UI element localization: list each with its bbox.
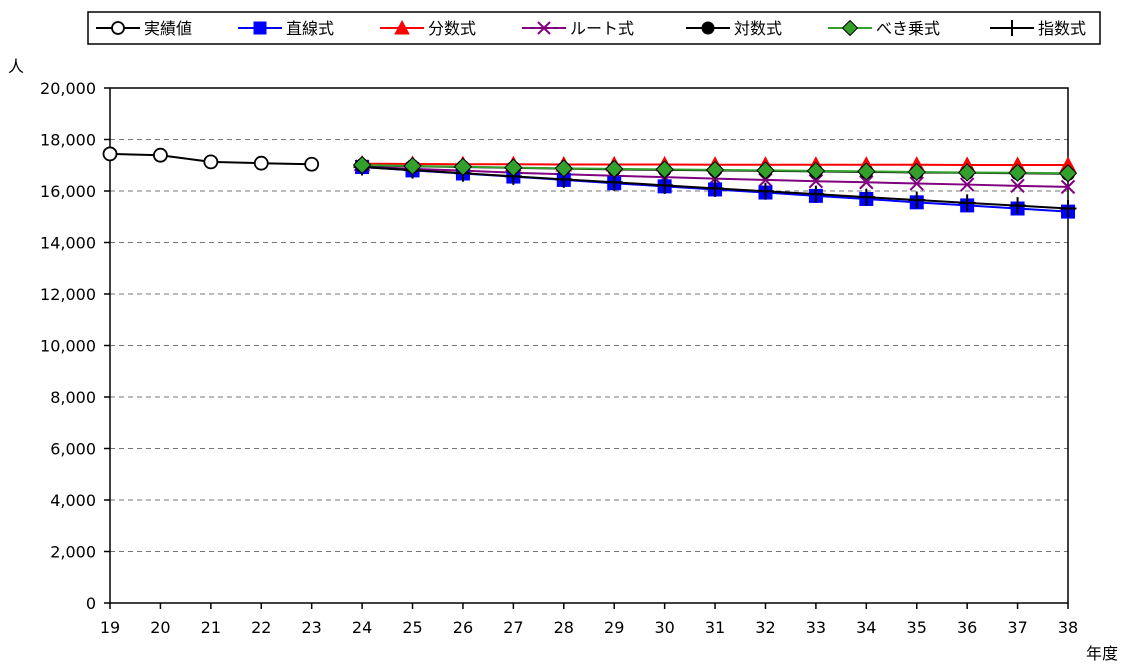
data-point bbox=[756, 161, 775, 180]
y-tick-label: 6,000 bbox=[50, 440, 96, 459]
x-tick-label: 26 bbox=[453, 618, 473, 637]
data-point bbox=[957, 163, 977, 182]
y-axis-unit: 人 bbox=[8, 57, 24, 76]
legend-marker bbox=[253, 21, 267, 35]
data-point bbox=[909, 176, 924, 191]
y-tick-label: 14,000 bbox=[40, 234, 96, 253]
x-tick-label: 28 bbox=[554, 618, 574, 637]
data-point bbox=[1010, 178, 1025, 194]
legend-marker bbox=[111, 21, 125, 35]
legend-marker bbox=[841, 19, 859, 37]
x-tick-label: 33 bbox=[806, 618, 826, 637]
series-0 bbox=[102, 146, 320, 172]
data-point bbox=[253, 155, 269, 171]
x-tick-label: 38 bbox=[1058, 618, 1078, 637]
data-point bbox=[554, 159, 573, 178]
data-point bbox=[857, 188, 875, 206]
x-tick-label: 25 bbox=[402, 618, 422, 637]
data-point bbox=[656, 176, 674, 194]
x-tick-label: 30 bbox=[654, 618, 674, 637]
data-point bbox=[605, 159, 624, 179]
x-tick-label: 29 bbox=[604, 618, 624, 637]
legend-label: 分数式 bbox=[428, 19, 476, 38]
data-point bbox=[304, 156, 320, 172]
legend-label: 実績値 bbox=[144, 19, 192, 38]
x-tick-label: 34 bbox=[856, 618, 876, 637]
data-point bbox=[403, 156, 422, 176]
y-tick-label: 12,000 bbox=[40, 285, 96, 304]
x-tick-label: 22 bbox=[251, 618, 271, 637]
legend-label: べき乗式 bbox=[876, 19, 940, 38]
legend-marker bbox=[1004, 20, 1020, 36]
legend-marker bbox=[537, 21, 551, 35]
legend-marker bbox=[394, 19, 410, 35]
data-point bbox=[1008, 163, 1027, 182]
y-tick-label: 20,000 bbox=[40, 79, 96, 98]
x-tick-label: 24 bbox=[352, 618, 372, 637]
series-5 bbox=[352, 155, 1078, 183]
legend-item-2: 分数式 bbox=[380, 19, 476, 38]
legend: 実績値 直線式 分数式 ルート式 対数式 べき乗式 指数式 bbox=[96, 19, 1086, 38]
x-tick-label: 36 bbox=[957, 618, 977, 637]
data-point bbox=[807, 185, 825, 203]
x-tick-label: 21 bbox=[201, 618, 221, 637]
legend-item-0: 実績値 bbox=[96, 19, 192, 38]
data-point bbox=[705, 160, 725, 180]
x-tick-label: 27 bbox=[503, 618, 523, 637]
data-point bbox=[203, 154, 219, 170]
legend-label: 指数式 bbox=[1038, 19, 1086, 38]
data-point bbox=[959, 177, 975, 192]
legend-item-5: べき乗式 bbox=[828, 19, 940, 38]
data-point bbox=[153, 147, 168, 163]
x-tick-label: 35 bbox=[907, 618, 927, 637]
y-tick-label: 16,000 bbox=[40, 182, 96, 201]
series-layer bbox=[102, 146, 1078, 219]
y-tick-label: 2,000 bbox=[50, 543, 96, 562]
legend-label: ルート式 bbox=[570, 19, 634, 38]
legend-marker bbox=[701, 21, 715, 35]
x-tick-label: 31 bbox=[705, 618, 725, 637]
x-tick-label: 23 bbox=[302, 618, 322, 637]
data-point bbox=[1009, 197, 1027, 215]
data-point bbox=[806, 161, 826, 181]
x-axis-ticks: 19 20 21 22 23 24 25 26 27 28 29 30 31 32 33 34 35 36 37 38 bbox=[100, 603, 1078, 637]
y-tick-label: 4,000 bbox=[50, 491, 96, 510]
legend-item-1: 直線式 bbox=[238, 19, 334, 38]
x-tick-label: 20 bbox=[150, 618, 170, 637]
data-point bbox=[756, 182, 774, 200]
data-point bbox=[1060, 179, 1076, 195]
data-point bbox=[352, 155, 372, 175]
x-tick-label: 32 bbox=[755, 618, 775, 637]
data-point bbox=[706, 179, 724, 197]
legend-label: 対数式 bbox=[734, 19, 782, 38]
x-axis-unit: 年度 bbox=[1086, 644, 1118, 663]
data-point bbox=[655, 160, 674, 179]
data-point bbox=[1059, 200, 1077, 218]
data-point bbox=[504, 158, 523, 177]
y-tick-label: 18,000 bbox=[40, 131, 96, 150]
data-point bbox=[908, 191, 926, 209]
y-tick-label: 10,000 bbox=[40, 337, 96, 356]
data-point bbox=[102, 146, 118, 162]
x-tick-label: 37 bbox=[1007, 618, 1027, 637]
plot-area bbox=[109, 87, 1069, 604]
legend-item-3: ルート式 bbox=[522, 19, 634, 38]
legend-item-6: 指数式 bbox=[990, 19, 1086, 38]
grid bbox=[110, 139, 1068, 552]
data-point bbox=[453, 157, 473, 177]
y-axis-ticks: 0 2,000 4,000 6,000 8,000 10,000 12,000 14,000 1… bbox=[40, 79, 110, 613]
data-point bbox=[857, 162, 876, 181]
data-point bbox=[907, 162, 926, 182]
x-tick-label: 19 bbox=[100, 618, 120, 637]
legend-item-4: 対数式 bbox=[686, 19, 782, 38]
legend-label: 直線式 bbox=[286, 19, 334, 38]
data-point bbox=[1058, 164, 1078, 183]
data-point bbox=[958, 194, 976, 212]
y-tick-label: 8,000 bbox=[50, 388, 96, 407]
data-point bbox=[859, 175, 874, 190]
y-tick-label: 0 bbox=[86, 594, 96, 613]
